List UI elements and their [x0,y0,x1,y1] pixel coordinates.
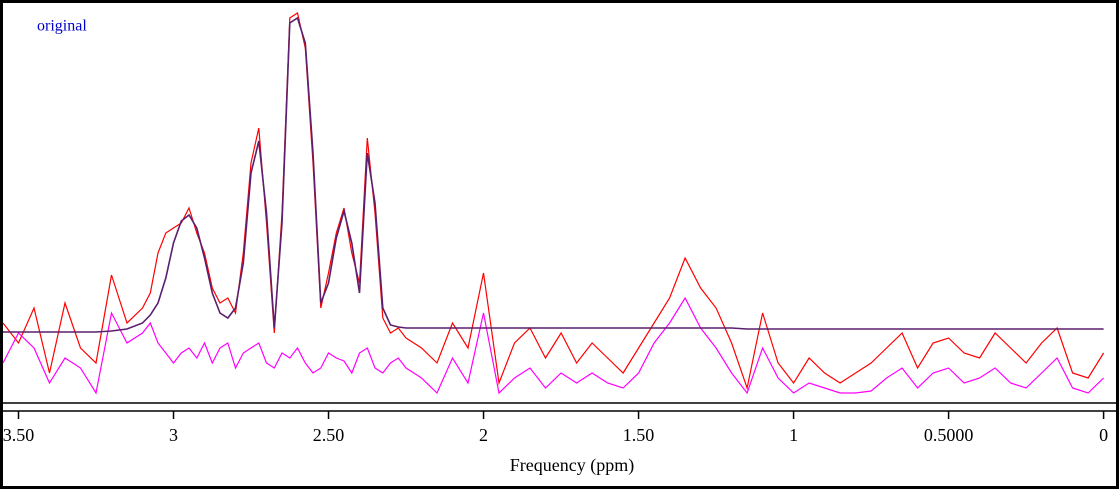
series-line [3,16,1104,333]
x-tick-label: 3.50 [3,425,35,445]
legend-label: original [37,18,87,35]
series-line [2,12,1105,391]
x-tick-label: 2 [479,425,488,445]
x-tick-label: 3 [169,425,178,445]
x-tick-label: 1.50 [623,425,655,445]
x-tick-label: 0.5000 [924,425,974,445]
x-tick-label: 0 [1099,425,1108,445]
series-line [2,296,1105,395]
x-axis-label: Frequency (ppm) [510,455,634,476]
x-tick-label: 1 [789,425,798,445]
x-tick-label: 2.50 [313,425,345,445]
